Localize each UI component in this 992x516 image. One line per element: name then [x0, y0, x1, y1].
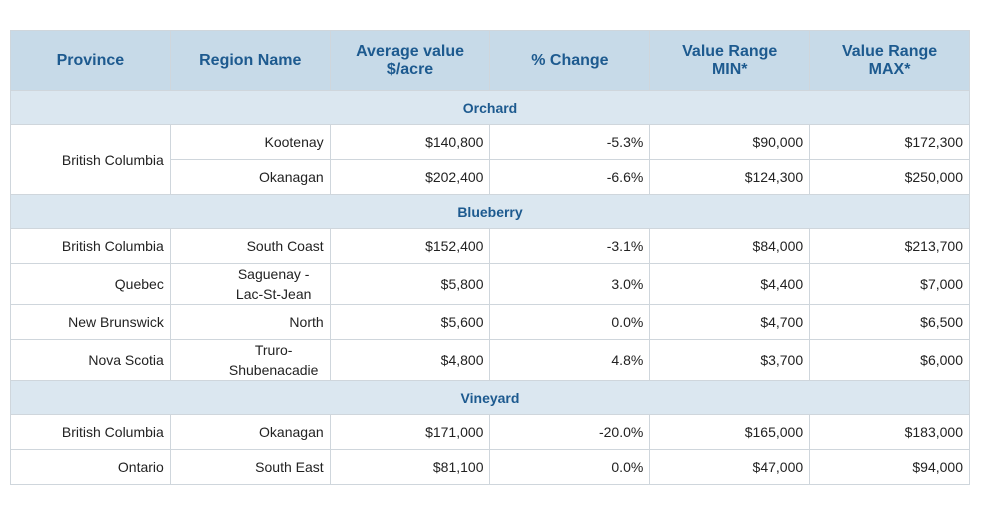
province-cell: Quebec	[10, 263, 171, 305]
province-cell: British Columbia	[10, 414, 171, 450]
section-row: Blueberry	[10, 194, 970, 229]
value-cell: $202,400	[329, 159, 491, 195]
section-row: Orchard	[10, 90, 970, 125]
data-row: Nova Scotia Truro-Shubenacadie $4,800 4.8% $…	[10, 339, 970, 381]
column-header: Value Range MIN*	[649, 30, 811, 91]
region-cell: Truro-Shubenacadie	[169, 339, 331, 381]
value-cell: 0.0%	[489, 304, 651, 340]
province-cell: Ontario	[10, 449, 171, 485]
column-header: Average value $/acre	[329, 30, 491, 91]
region-cell: Kootenay	[169, 124, 331, 160]
region-cell: Saguenay - Lac-St-Jean	[169, 263, 331, 305]
value-cell: $6,500	[809, 304, 970, 340]
section-row: Vineyard	[10, 380, 970, 415]
value-cell: -20.0%	[489, 414, 651, 450]
column-header: Province	[10, 30, 171, 91]
value-cell: 3.0%	[489, 263, 651, 305]
value-cell: $6,000	[809, 339, 970, 381]
value-cell: $140,800	[329, 124, 491, 160]
value-cell: $250,000	[809, 159, 970, 195]
value-cell: $4,400	[649, 263, 811, 305]
value-cell: 0.0%	[489, 449, 651, 485]
value-cell: $183,000	[809, 414, 970, 450]
column-header: Region Name	[169, 30, 331, 91]
value-cell: $171,000	[329, 414, 491, 450]
province-cell: Nova Scotia	[10, 339, 171, 381]
region-cell: South East	[169, 449, 331, 485]
header-text: Region Name	[199, 51, 302, 69]
header-text: Province	[56, 51, 125, 69]
column-header: Value Range MAX*	[809, 30, 970, 91]
value-cell: $152,400	[329, 228, 491, 264]
header-text: Value Range MAX*	[841, 42, 938, 78]
header-text: Average value $/acre	[356, 42, 465, 78]
value-cell: $7,000	[809, 263, 970, 305]
region-text: Okanagan	[259, 424, 324, 440]
header-row: Province Region Name Average value $/acre%…	[10, 30, 970, 91]
data-row: New Brunswick North $5,600 0.0% $4,700 $6,500	[10, 304, 970, 340]
value-cell: -6.6%	[489, 159, 651, 195]
value-cell: $81,100	[329, 449, 491, 485]
value-cell: -3.1%	[489, 228, 651, 264]
value-cell: $5,800	[329, 263, 491, 305]
province-cell: British Columbia	[10, 228, 171, 264]
value-cell: $172,300	[809, 124, 970, 160]
region-cell: South Coast	[169, 228, 331, 264]
province-cell: British Columbia	[10, 124, 171, 195]
value-cell: $4,700	[649, 304, 811, 340]
value-cell: $213,700	[809, 228, 970, 264]
table-body: Orchard British Columbia Kootenay $140,800-…	[10, 90, 970, 485]
section-title: Blueberry	[10, 194, 970, 229]
region-cell: Okanagan	[169, 159, 331, 195]
value-cell: -5.3%	[489, 124, 651, 160]
section-title: Vineyard	[10, 380, 970, 415]
region-text: Truro-Shubenacadie	[228, 342, 319, 378]
value-cell: 4.8%	[489, 339, 651, 381]
column-header: % Change	[489, 30, 651, 91]
header-text: % Change	[531, 51, 609, 69]
land-value-table: Province Region Name Average value $/acre%…	[10, 30, 970, 485]
value-cell: $84,000	[649, 228, 811, 264]
section-title: Orchard	[10, 90, 970, 125]
value-cell: $94,000	[809, 449, 970, 485]
region-text: Kootenay	[264, 134, 324, 150]
data-row: Okanagan $202,400 -6.6% $124,300 $250,000	[11, 159, 970, 195]
value-cell: $124,300	[649, 159, 811, 195]
region-cell: North	[169, 304, 331, 340]
data-row: British Columbia Kootenay $140,800 -5.3% $90…	[10, 124, 970, 195]
value-cell: $165,000	[649, 414, 811, 450]
province-cell: New Brunswick	[10, 304, 171, 340]
value-cell: $5,600	[329, 304, 491, 340]
data-row: British Columbia South Coast $152,400 -3.1%…	[10, 228, 970, 264]
value-cell: $4,800	[329, 339, 491, 381]
region-text: Okanagan	[259, 169, 324, 185]
data-row: Quebec Saguenay - Lac-St-Jean $5,800 3.0% $4…	[10, 263, 970, 305]
data-row: British Columbia Okanagan $171,000 -20.0% $1…	[10, 414, 970, 450]
region-text: North	[289, 314, 324, 330]
data-row: Ontario South East $81,100 0.0% $47,000 $94,0…	[10, 449, 970, 485]
region-text: South Coast	[246, 238, 324, 254]
region-text: Saguenay - Lac-St-Jean	[235, 266, 312, 302]
value-cell: $47,000	[649, 449, 811, 485]
value-cell: $3,700	[649, 339, 811, 381]
region-text: South East	[255, 459, 324, 475]
header-text: Value Range MIN*	[682, 42, 778, 78]
value-cell: $90,000	[649, 124, 811, 160]
region-cell: Okanagan	[169, 414, 331, 450]
